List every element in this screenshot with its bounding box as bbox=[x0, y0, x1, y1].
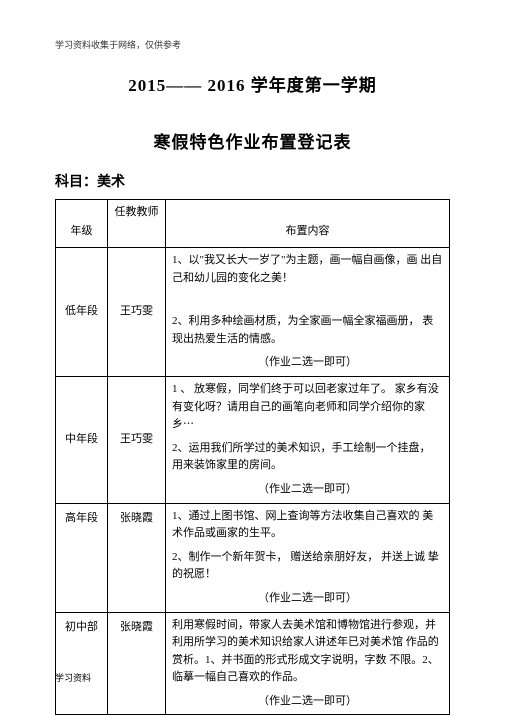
content-item: 2、制作一个新年贺卡， 赠送给亲朋好友， 并送上诚 挚的祝愿！ bbox=[172, 549, 443, 584]
grade-cell: 低年段 bbox=[56, 248, 108, 377]
title-form: 寒假特色作业布置登记表 bbox=[55, 128, 450, 153]
table-row: 初中部张晓霞利用寒假时间，带家人去美术馆和博物馆进行参观，并利用所学习的美术知识… bbox=[56, 612, 450, 715]
content-note: （作业二选一即可） bbox=[172, 590, 443, 608]
content-item: 2、利用多种绘画材质，为全家画一幅全家福画册， 表 现出热爱生活的情感。 bbox=[172, 313, 443, 348]
content-note: （作业二选一即可） bbox=[172, 481, 443, 499]
content-item: 利用寒假时间，带家人去美术馆和博物馆进行参观，并利用所学习的美术知识给家人讲述年… bbox=[172, 617, 443, 687]
content-cell: 利用寒假时间，带家人去美术馆和博物馆进行参观，并利用所学习的美术知识给家人讲述年… bbox=[166, 612, 450, 715]
table-row: 低年段王巧雯1、以"我又长大一岁了"为主题，画一幅自画像，画 出自己和幼儿园的变… bbox=[56, 248, 450, 377]
header-grade: 年级 bbox=[56, 200, 108, 248]
content-cell: 1 、 放寒假，同学们终于可以回老家过年了。 家乡有没有变化呀？请用自己的画笔向… bbox=[166, 376, 450, 503]
table-row: 中年段王巧雯1 、 放寒假，同学们终于可以回老家过年了。 家乡有没有变化呀？请用… bbox=[56, 376, 450, 503]
teacher-cell: 王巧雯 bbox=[108, 376, 166, 503]
grade-cell: 高年段 bbox=[56, 503, 108, 612]
assignment-table: 年级 任教教师 布置内容 低年段王巧雯1、以"我又长大一岁了"为主题，画一幅自画… bbox=[55, 199, 450, 715]
header-note: 学习资料收集于网络，仅供参考 bbox=[55, 38, 450, 51]
content-note: （作业二选一即可） bbox=[172, 693, 443, 711]
content-cell: 1、以"我又长大一岁了"为主题，画一幅自画像，画 出自己和幼儿园的变化之美！ 2、… bbox=[166, 248, 450, 377]
content-note: （作业二选一即可） bbox=[172, 354, 443, 372]
title-semester: 2015—— 2016 学年度第一学期 bbox=[55, 71, 450, 96]
content-item: 1 、 放寒假，同学们终于可以回老家过年了。 家乡有没有变化呀？请用自己的画笔向… bbox=[172, 381, 443, 434]
content-item: 2、运用我们所学过的美术知识，手工绘制一个挂盘， 用来装饰家里的房间。 bbox=[172, 440, 443, 475]
header-content: 布置内容 bbox=[166, 200, 450, 248]
subject-value: 美术 bbox=[97, 175, 125, 190]
content-item: 1、以"我又长大一岁了"为主题，画一幅自画像，画 出自己和幼儿园的变化之美！ bbox=[172, 252, 443, 287]
teacher-cell: 张晓霞 bbox=[108, 612, 166, 715]
table-row: 高年段张晓霞1、通过上图书馆、网上查询等方法收集自己喜欢的 美术作品或画家的生平… bbox=[56, 503, 450, 612]
content-cell: 1、通过上图书馆、网上查询等方法收集自己喜欢的 美术作品或画家的生平。 2、制作一… bbox=[166, 503, 450, 612]
subject-label: 科目： bbox=[55, 175, 97, 190]
subject-line: 科目：美术 bbox=[55, 171, 450, 191]
grade-cell: 初中部 bbox=[56, 612, 108, 715]
grade-cell: 中年段 bbox=[56, 376, 108, 503]
teacher-cell: 张晓霞 bbox=[108, 503, 166, 612]
header-teacher: 任教教师 bbox=[108, 200, 166, 248]
content-item: 1、通过上图书馆、网上查询等方法收集自己喜欢的 美术作品或画家的生平。 bbox=[172, 508, 443, 543]
footer-note: 学习资料 bbox=[55, 671, 91, 684]
teacher-cell: 王巧雯 bbox=[108, 248, 166, 377]
